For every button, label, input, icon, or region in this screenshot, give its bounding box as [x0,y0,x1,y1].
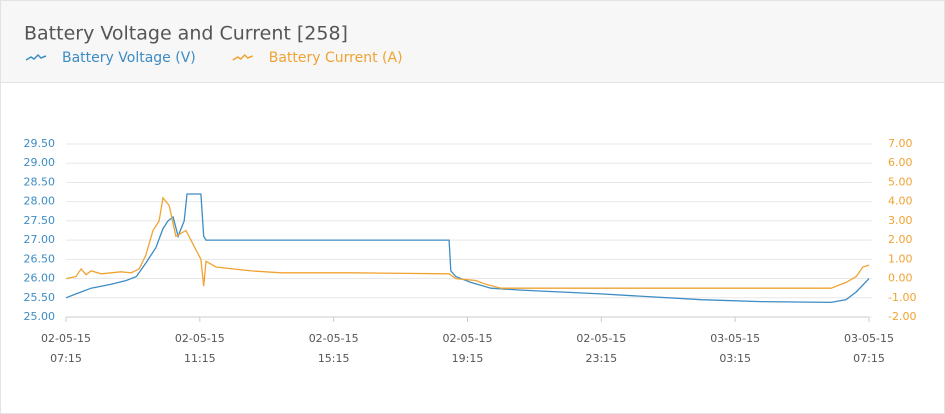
chart-title: Battery Voltage and Current [258] [24,23,348,45]
x-tick-label: 02-05-15 [309,332,359,345]
y-tick-label: 28.00 [24,195,56,208]
y-tick-label: 26.00 [24,272,56,285]
legend-icon [232,53,254,61]
series-line [65,196,870,289]
x-tick-label: 07:15 [853,352,885,365]
y-tick-label: 26.50 [24,252,56,265]
x-tick-label: 02-05-15 [175,332,225,345]
y2-tick-label: 1.00 [888,252,913,265]
x-tick-label: 07:15 [50,352,82,365]
y-tick-label: 29.00 [24,156,56,169]
x-tick-label: 23:15 [585,352,617,365]
y-tick-label: 25.00 [24,310,56,323]
x-tick-label: 03-05-15 [710,332,760,345]
y2-tick-label: -2.00 [888,310,916,323]
legend-label: Battery Voltage (V) [62,50,196,66]
x-tick-label: 03:15 [719,352,751,365]
y-tick-label: 27.00 [24,233,56,246]
y2-tick-label: 0.00 [888,272,913,285]
x-tick-label: 02-05-15 [576,332,626,345]
y-tick-label: 25.50 [24,291,56,304]
series-line [65,193,870,304]
x-tick-label: 02-05-15 [443,332,493,345]
y2-tick-label: 2.00 [888,233,913,246]
y2-tick-label: 7.00 [888,137,913,150]
legend-label: Battery Current (A) [269,50,403,66]
y2-tick-label: 6.00 [888,156,913,169]
y2-tick-label: 3.00 [888,214,913,227]
y-tick-label: 28.50 [24,175,56,188]
x-tick-label: 11:15 [184,352,216,365]
legend-icon [25,53,47,61]
y-tick-label: 29.50 [24,137,56,150]
y2-tick-label: 5.00 [888,175,913,188]
x-tick-label: 02-05-15 [41,332,91,345]
widget-header [1,1,944,83]
y2-tick-label: 4.00 [888,195,913,208]
x-tick-label: 15:15 [318,352,350,365]
x-tick-label: 19:15 [452,352,484,365]
y-tick-label: 27.50 [24,214,56,227]
y2-tick-label: -1.00 [888,291,916,304]
x-tick-label: 03-05-15 [844,332,894,345]
